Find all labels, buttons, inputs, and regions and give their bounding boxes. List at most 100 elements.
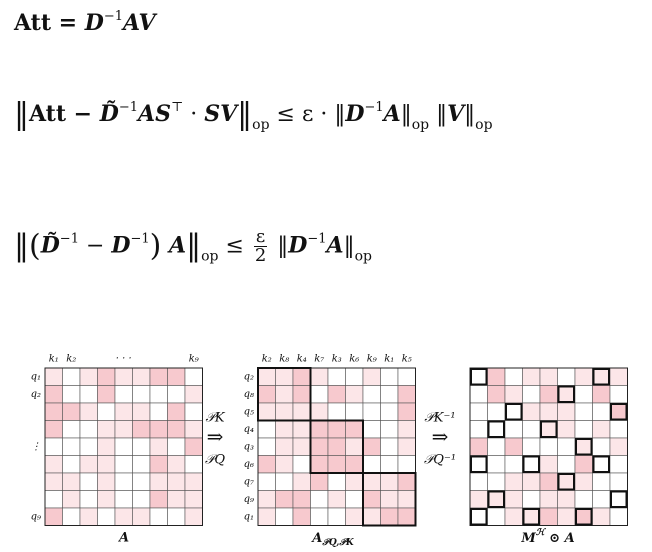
matrix-cell [592,507,611,526]
matrix-cell [184,385,203,404]
matrix-cell [327,490,346,509]
matrix-cell [487,385,506,404]
matrix-cell [44,507,63,526]
matrix-cell [184,472,203,491]
matrix-cell [397,472,416,491]
eq-token: −1 [130,231,150,247]
arrow-label: 𝒫K⁻¹ [424,411,455,426]
matrix-cell [149,385,168,404]
matrix-cell [44,490,63,509]
matrix-cell [592,385,611,404]
row-label: q₉ [31,511,41,522]
matrix-cell [609,420,628,439]
eq-token: − [78,233,112,259]
matrix-cell [504,490,523,509]
matrix-cell [257,472,276,491]
matrix-cell [44,437,63,456]
matrix-cell [310,402,329,421]
col-label: k₄ [297,354,307,365]
eq-token: ‖ [14,228,29,264]
eq-token: −1 [59,231,79,247]
matrix-cell [310,455,329,474]
matrix-cell [345,385,364,404]
selected-cell [522,455,540,473]
matrix-cell [345,455,364,474]
matrix-cell [167,490,186,509]
matrix-cell [114,437,133,456]
matrix-cell [574,402,593,421]
matrix-cell [557,402,576,421]
matrix-cell [345,402,364,421]
matrix-cell [97,385,116,404]
eq-token: D [111,232,131,259]
matrix-cell [275,402,294,421]
matrix-cell [62,455,81,474]
selected-cell [592,455,610,473]
matrix-cell [149,420,168,439]
eq-token: ‖ [464,102,476,127]
matrix-cell [504,402,523,421]
matrix-cell [149,455,168,474]
matrix-cell [79,402,98,421]
matrix-cell [522,420,541,439]
matrix-cell [522,507,541,526]
matrix-cell [592,455,611,474]
matrix-cell [609,490,628,509]
matrix-cell [522,472,541,491]
matrix-cell [257,490,276,509]
matrix-cell [257,437,276,456]
eq-token: D [288,232,308,259]
matrix-cell [97,420,116,439]
matrix-cell [97,507,116,526]
matrix-cell [44,402,63,421]
arrow: ⇒ [432,425,449,449]
matrix-cell [522,437,541,456]
matrix-cell [149,507,168,526]
matrix-cell [397,367,416,386]
eq-token: D̃ [99,101,119,127]
eq-token: ε [253,226,268,247]
eq-token: Att = [14,10,85,36]
matrix-cell [592,437,611,456]
matrix-cell [132,402,151,421]
matrix-cell [362,472,381,491]
matrix-cell [487,472,506,491]
selected-cell [522,508,540,526]
caption-rest: ⊙ A [545,531,575,546]
col-label: k₉ [189,354,199,365]
matrix-cell [380,507,399,526]
matrix-cell [114,472,133,491]
matrix-cell [149,490,168,509]
matrix-cell [574,367,593,386]
matrix-cell [574,472,593,491]
matrix-cell [380,490,399,509]
matrix-cell [310,472,329,491]
matrix-cell [62,507,81,526]
matrix-cell [292,420,311,439]
matrix-cell [469,420,488,439]
matrix-cell [257,385,276,404]
eq-token: op [475,117,493,133]
matrix-cell [310,420,329,439]
matrix-cell [62,402,81,421]
matrix-cell [522,385,541,404]
eq-token: op [411,117,430,133]
matrix-cell [275,367,294,386]
matrix-cell [469,507,488,526]
matrix-cell [469,402,488,421]
eq-token: D [345,101,365,127]
matrix-cell [275,437,294,456]
matrix-cell [380,402,399,421]
eq-token: −1 [118,100,139,115]
matrix-cell [380,420,399,439]
matrix-cell [487,455,506,474]
matrix-cell [97,437,116,456]
matrix-cell [167,472,186,491]
eq-token: ‖ [14,97,29,132]
eq-token: ( [29,228,41,264]
matrix-cell [327,455,346,474]
eq-token: A [161,232,187,259]
matrix-cell [557,490,576,509]
matrix-cell [114,507,133,526]
